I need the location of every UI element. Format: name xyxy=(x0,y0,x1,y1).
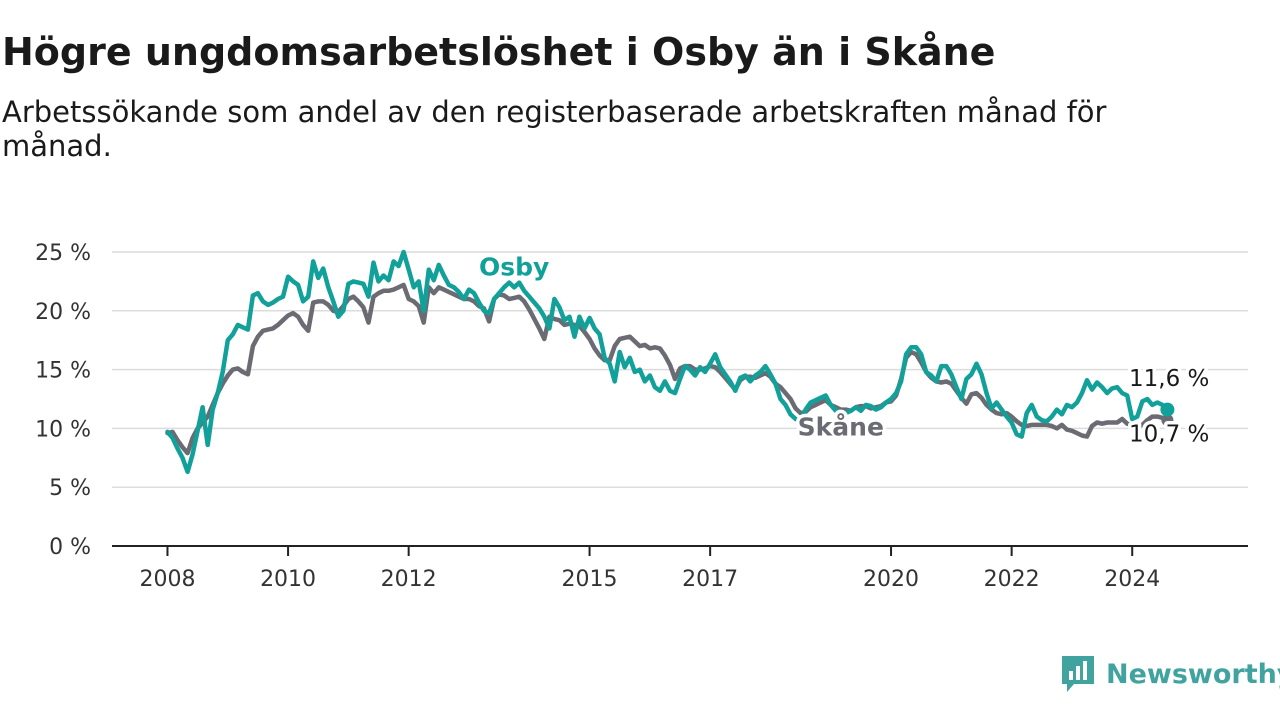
chart-subtitle: Arbetssökande som andel av den registerb… xyxy=(2,95,1107,163)
x-tick-label: 2008 xyxy=(139,567,195,592)
end-value-label: 10,7 % xyxy=(1129,421,1209,447)
y-tick-label: 25 % xyxy=(35,241,91,266)
y-tick-label: 10 % xyxy=(35,417,91,442)
line-chart: 0 %5 %10 %15 %20 %25 % 2008 2010 2012 2015 2… xyxy=(35,241,1248,592)
series-annotations: 11,6 % 10,7 % Osby Skåne xyxy=(476,249,1213,451)
series-end-marker xyxy=(1160,402,1175,417)
x-axis: 2008 2010 2012 2015 2017 2020 2022 2024 xyxy=(112,545,1248,592)
y-tick-label: 15 % xyxy=(35,359,91,384)
x-tick-label: 2015 xyxy=(562,567,618,592)
y-gridlines xyxy=(112,251,1248,488)
y-tick-label: 0 % xyxy=(49,535,91,560)
x-tick-label: 2024 xyxy=(1104,567,1160,592)
x-tick-label: 2022 xyxy=(984,567,1040,592)
newsworthy-logo-icon xyxy=(1062,656,1094,692)
chart-title: Högre ungdomsarbetslöshet i Osby än i Sk… xyxy=(2,30,996,74)
y-axis-labels: 0 % 5 % 10 % 15 % 20 % 25 % xyxy=(35,241,91,560)
x-tick-label: 2017 xyxy=(682,567,738,592)
series-label: Osby xyxy=(479,253,549,282)
x-tick-label: 2012 xyxy=(381,567,437,592)
series-line-osby xyxy=(165,249,1170,475)
series-end-marker xyxy=(1161,414,1174,427)
series-lines xyxy=(165,249,1170,475)
x-tick-label: 2020 xyxy=(863,567,919,592)
brand-name: Newsworthy xyxy=(1106,658,1280,690)
y-tick-label: 5 % xyxy=(49,476,91,501)
x-tick-label: 2010 xyxy=(260,567,316,592)
y-tick-label: 20 % xyxy=(35,300,91,325)
newsworthy-brand[interactable]: Newsworthy xyxy=(1060,654,1280,694)
series-label: Skåne xyxy=(798,412,884,441)
end-value-label: 11,6 % xyxy=(1129,366,1209,392)
